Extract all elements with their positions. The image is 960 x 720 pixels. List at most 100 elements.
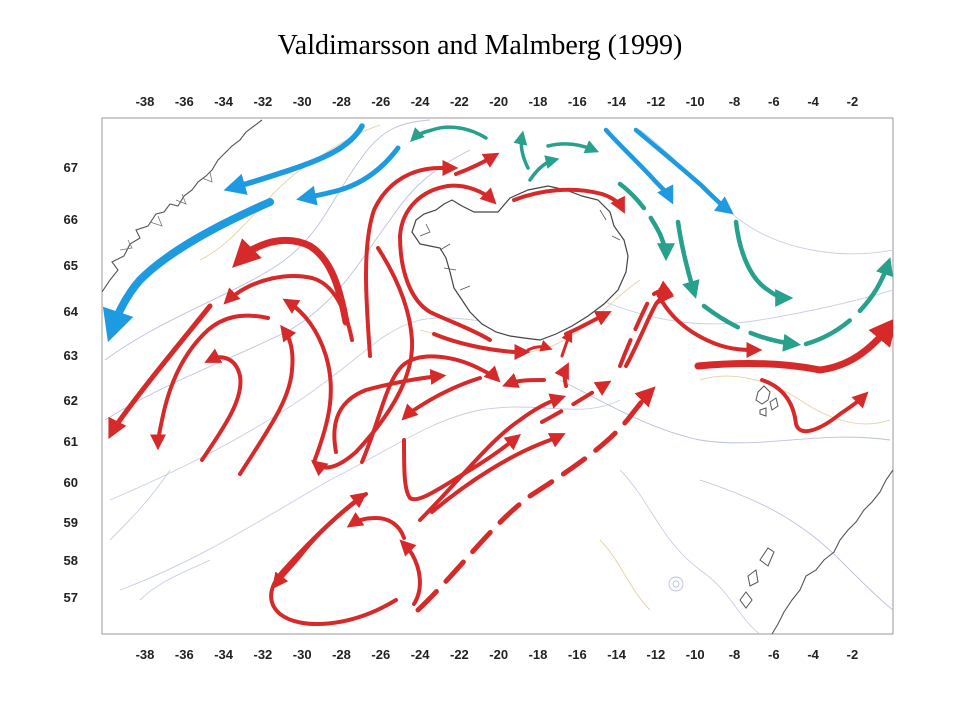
longitude-tick-label: -10 xyxy=(686,94,705,109)
arctic-current-arrow xyxy=(528,155,560,182)
arctic-current-arrow xyxy=(546,140,600,154)
longitude-tick-label: -34 xyxy=(214,647,234,662)
warm-current-arrow xyxy=(364,160,459,358)
longitude-axis-bottom: -38 -36 -34 -32 -30 -28 -26 -24 -22 -20 -18 -16 -14 -… xyxy=(136,647,859,662)
longitude-tick-label: -30 xyxy=(293,94,312,109)
warm-atlantic-currents xyxy=(108,152,893,627)
longitude-tick-label: -4 xyxy=(807,94,819,109)
latitude-tick-label: 60 xyxy=(64,475,78,490)
warm-current-arrow xyxy=(402,434,521,502)
warm-current-arrow xyxy=(432,332,531,360)
warm-current-arrow xyxy=(554,362,569,388)
warm-current-arrow xyxy=(624,288,675,368)
depth-contour xyxy=(619,469,761,634)
greenland-coast xyxy=(119,171,213,251)
arctic-current-arrow xyxy=(410,125,488,142)
warm-current-arrow xyxy=(526,340,553,352)
east-icelandic-arctic-current xyxy=(410,125,893,352)
latitude-tick-label: 57 xyxy=(64,590,78,605)
warm-current-arrow xyxy=(272,492,368,590)
arctic-current-arrow xyxy=(513,130,530,170)
longitude-tick-label: -26 xyxy=(371,647,390,662)
map-title: Valdimarsson and Malmberg (1999) xyxy=(277,30,683,61)
latitude-tick-label: 67 xyxy=(64,160,78,175)
seamount-contour xyxy=(668,576,684,592)
longitude-tick-label: -28 xyxy=(332,647,351,662)
longitude-tick-label: -18 xyxy=(529,94,548,109)
longitude-tick-label: -20 xyxy=(489,647,508,662)
longitude-tick-label: -18 xyxy=(529,647,548,662)
longitude-tick-label: -6 xyxy=(768,94,780,109)
warm-current-arrow xyxy=(430,433,566,514)
hebrides-islands xyxy=(739,547,775,609)
longitude-tick-label: -36 xyxy=(175,94,194,109)
latitude-tick-label: 62 xyxy=(64,393,78,408)
iceland xyxy=(411,185,629,341)
warm-current-arrow xyxy=(560,329,573,358)
warm-current-arrow xyxy=(108,303,213,440)
warm-current-arrow xyxy=(150,313,270,451)
longitude-tick-label: -32 xyxy=(254,647,273,662)
polar-current-arrow xyxy=(633,127,734,215)
longitude-tick-label: -8 xyxy=(729,94,741,109)
latitude-tick-label: 61 xyxy=(64,434,78,449)
warm-current-arrow xyxy=(656,292,763,358)
depth-contour xyxy=(699,479,893,611)
arctic-current-arrow xyxy=(803,257,893,347)
warm-current-arrow xyxy=(564,311,612,336)
polar-current-arrow xyxy=(223,123,365,195)
warm-current-arrow xyxy=(360,354,501,464)
longitude-tick-label: -10 xyxy=(686,647,705,662)
longitude-tick-label: -28 xyxy=(332,94,351,109)
longitude-tick-label: -16 xyxy=(568,94,587,109)
latitude-tick-label: 66 xyxy=(64,212,78,227)
warm-current-arrow xyxy=(418,393,567,522)
longitude-tick-label: -30 xyxy=(293,647,312,662)
arctic-current-arrow xyxy=(617,181,675,262)
polar-current-arrow xyxy=(296,145,401,206)
arctic-current-arrow xyxy=(701,303,802,352)
longitude-tick-label: -24 xyxy=(411,94,431,109)
faroe-islands xyxy=(755,385,779,417)
longitude-tick-label: -38 xyxy=(136,94,155,109)
depth-contour xyxy=(104,119,431,361)
longitude-tick-label: -12 xyxy=(647,94,666,109)
warm-current-arrow xyxy=(540,380,612,424)
warm-current-arrow xyxy=(694,317,893,374)
longitude-tick-label: -38 xyxy=(136,647,155,662)
warm-current-arrow xyxy=(760,378,869,434)
warm-current-arrow xyxy=(346,512,406,540)
east-greenland-polar-current xyxy=(102,123,734,343)
warm-current-arrow xyxy=(282,298,333,464)
scotland-coast xyxy=(771,469,893,634)
polar-current-arrow xyxy=(102,198,274,343)
iceland-fjords xyxy=(419,209,621,291)
longitude-tick-label: -36 xyxy=(175,647,194,662)
depth-contour xyxy=(109,469,171,541)
depth-contour xyxy=(104,149,471,421)
map-frame xyxy=(101,117,894,635)
longitude-tick-label: -12 xyxy=(647,647,666,662)
longitude-tick-label: -20 xyxy=(489,94,508,109)
warm-current-arrow xyxy=(200,348,243,462)
longitude-axis-top: -38 -36 -34 -32 -30 -28 -26 -24 -22 -20 -18 -16 -14 -… xyxy=(136,94,859,109)
longitude-tick-label: -14 xyxy=(607,647,627,662)
longitude-tick-label: -22 xyxy=(450,647,469,662)
warm-current-arrow xyxy=(332,368,447,454)
warm-current-arrow xyxy=(238,324,297,476)
longitude-tick-label: -4 xyxy=(807,647,819,662)
warm-current-arrow xyxy=(454,152,500,176)
longitude-tick-label: -34 xyxy=(214,94,234,109)
seamount-contour xyxy=(672,580,680,588)
longitude-tick-label: -16 xyxy=(568,647,587,662)
warm-current-arrow xyxy=(310,246,415,477)
warm-current-arrow xyxy=(232,236,350,326)
depth-contour xyxy=(109,317,541,501)
longitude-tick-label: -24 xyxy=(411,647,431,662)
depth-contour xyxy=(599,289,893,325)
latitude-tick-label: 58 xyxy=(64,553,78,568)
longitude-tick-label: -22 xyxy=(450,94,469,109)
shallow-contour xyxy=(699,375,891,425)
latitude-tick-label: 65 xyxy=(64,258,78,273)
